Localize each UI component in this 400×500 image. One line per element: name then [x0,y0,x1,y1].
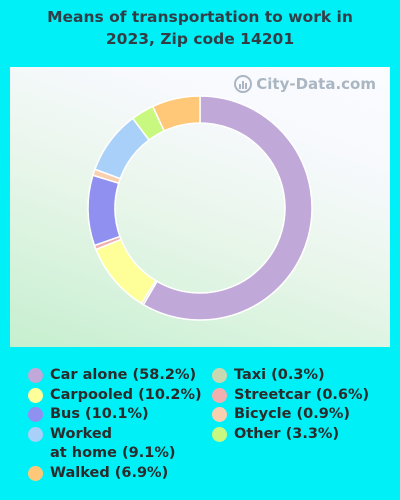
legend-item: Walked (6.9%) [28,464,202,484]
legend-swatch [212,368,227,383]
legend-column-2: Taxi (0.3%) Streetcar (0.6%) Bicycle (0.9%… [212,366,369,444]
legend-swatch [28,387,43,403]
legend-column-1: Car alone (58.2%) Carpooled (10.2%) Bus (1… [28,366,202,483]
legend-swatch [212,426,227,442]
legend-label: Other (3.3%) [234,425,340,442]
legend-item: Bus (10.1%) [28,405,202,425]
legend-swatch [28,368,43,383]
watermark: City-Data.com [234,75,376,93]
donut-slice-bus [87,174,121,247]
legend-label: Bus (10.1%) [50,406,149,422]
legend-swatch [212,407,227,422]
donut-chart [87,95,313,321]
legend-item: Taxi (0.3%) [212,366,369,386]
legend-label: Streetcar (0.6%) [234,386,370,403]
legend-label-continued: at home (9.1%) [50,445,176,461]
chart-title-line2: 2023, Zip code 14201 [105,30,295,48]
legend-item: Worked at home (9.1%) [28,425,202,464]
donut-slice-car-alone [142,95,313,321]
legend-item: Streetcar (0.6%) [212,386,369,406]
legend-item: Carpooled (10.2%) [28,386,202,406]
legend-swatch [28,407,43,422]
legend-item: Bicycle (0.9%) [212,405,369,425]
legend-item: Other (3.3%) [212,425,369,445]
city-data-logo-icon [234,75,253,93]
legend-label: Taxi (0.3%) [234,367,325,383]
donut-slice-walked [151,95,201,132]
plot-area: City-Data.com [10,67,390,347]
legend-swatch [212,387,227,403]
chart-title: Means of transportation to work in 2023,… [0,6,400,50]
legend-swatch [28,465,43,481]
donut-slice-carpooled [94,238,157,305]
legend-item: Car alone (58.2%) [28,366,202,386]
chart-title-line1: Means of transportation to work in [47,8,353,26]
legend-label: Walked (6.9%) [50,464,169,481]
watermark-text: City-Data.com [256,75,376,93]
legend-label: Carpooled (10.2%) [50,386,202,403]
legend-swatch [28,426,43,442]
legend-label: Car alone (58.2%) [50,367,197,383]
legend-label: Worked [50,425,113,442]
legend-label: Bicycle (0.9%) [234,406,350,422]
